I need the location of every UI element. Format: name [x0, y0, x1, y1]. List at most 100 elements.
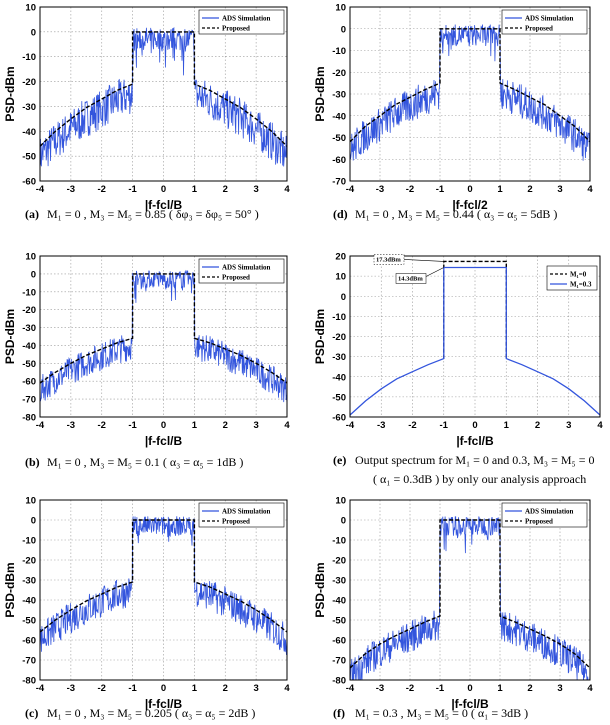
x-tick-label: 3: [566, 420, 571, 431]
x-tick-label: 3: [557, 184, 562, 195]
x-tick-label: -2: [98, 683, 106, 694]
caption-label: (a): [25, 207, 39, 221]
x-tick-label: -4: [346, 184, 355, 195]
x-tick-label: 1: [192, 184, 198, 195]
x-axis-label: |f-fcl/2: [452, 198, 488, 212]
y-tick-label: -70: [22, 395, 36, 406]
caption-text: M₁ = 0 , M₃ = M₅ = 0.44 ( α₃ = α₅ = 5dB …: [355, 207, 557, 221]
y-tick-label: -10: [22, 52, 36, 63]
legend-label: Proposed: [222, 25, 250, 33]
plot-area: [350, 260, 600, 416]
y-tick-label: -40: [332, 111, 346, 122]
chart-c: -4 -3 -2 -1 0 1 2 3 4100-10-20-30-40-50-60-70-80…: [3, 496, 290, 721]
y-tick-label: 10: [335, 3, 346, 14]
y-tick-label: -20: [22, 77, 36, 88]
y-tick-label: -70: [332, 656, 346, 667]
y-tick-label: -50: [332, 616, 346, 627]
y-tick-label: 20: [335, 252, 346, 263]
series-line-secondary: [350, 28, 590, 143]
y-axis-label: PSD-dBm: [3, 309, 17, 364]
y-tick-label: -60: [332, 413, 346, 424]
y-tick-label: 0: [341, 516, 346, 527]
plot-frame: [349, 255, 601, 418]
y-tick-label: -80: [332, 676, 346, 687]
x-tick-label: -1: [128, 683, 137, 694]
annotation-box: [395, 273, 427, 284]
y-tick-label: -10: [332, 46, 346, 57]
legend-label: Proposed: [525, 518, 553, 526]
y-tick-label: -80: [22, 413, 36, 424]
plot-frame: [39, 255, 288, 418]
x-tick-label: 4: [284, 683, 290, 694]
x-tick-label: 2: [223, 683, 228, 694]
legend-label: ADS Simulation: [222, 15, 271, 23]
y-tick-label: 0: [31, 27, 36, 38]
x-tick-label: -1: [436, 683, 445, 694]
x-tick-label: -2: [406, 683, 414, 694]
annotation-arrow: [425, 267, 444, 277]
y-axis-label: PSD-dBm: [3, 562, 17, 617]
y-tick-label: -40: [332, 596, 346, 607]
y-tick-label: -20: [22, 305, 36, 316]
x-tick-label: -1: [128, 184, 137, 195]
y-tick-label: -60: [22, 177, 36, 188]
y-tick-label: -60: [332, 155, 346, 166]
legend-label: Proposed: [222, 518, 250, 526]
x-tick-label: -2: [98, 184, 106, 195]
x-tick-label: -2: [406, 184, 414, 195]
y-tick-label: -20: [332, 556, 346, 567]
y-tick-label: -10: [332, 536, 346, 547]
x-tick-label: -4: [36, 683, 45, 694]
legend-box: [198, 9, 285, 35]
plot-frame: [349, 6, 591, 182]
y-tick-label: -50: [22, 152, 36, 163]
series-line-ads-simulation: [350, 516, 590, 680]
plot-area: [40, 27, 287, 177]
series-line-secondary: [350, 519, 590, 669]
x-tick-label: 0: [467, 184, 472, 195]
y-tick-label: 10: [335, 496, 346, 507]
series-line-ads-simulation: [40, 269, 287, 405]
legend-box: [501, 9, 588, 35]
x-tick-label: 2: [223, 420, 228, 431]
y-tick-label: -30: [22, 576, 36, 587]
x-tick-label: -2: [98, 420, 106, 431]
y-tick-label: -60: [22, 377, 36, 388]
y-tick-label: -70: [332, 177, 346, 188]
y-tick-label: 10: [25, 252, 36, 263]
y-tick-label: -20: [332, 68, 346, 79]
plot-area: [350, 24, 590, 168]
annotation-arrow: [403, 259, 444, 262]
x-tick-label: 3: [253, 420, 258, 431]
x-tick-label: 0: [161, 683, 166, 694]
caption-text: M₁ = 0 , M₃ = M₅ = 0.1 ( α₃ = α₅ = 1dB ): [47, 455, 243, 469]
y-tick-label: -40: [22, 341, 36, 352]
y-tick-label: 0: [31, 269, 36, 280]
legend-label: Proposed: [222, 274, 250, 282]
chart-d: -4 -3 -2 -1 0 1 2 3 4100-10-20-30-40-50-60-70ADS…: [313, 3, 593, 222]
y-tick-label: -50: [22, 359, 36, 370]
y-tick-label: -10: [22, 536, 36, 547]
caption-label: (b): [25, 455, 40, 469]
series-line-secondary: [40, 31, 287, 147]
caption-text: Output spectrum for M₁ = 0 and 0.3, M₃ =…: [355, 453, 595, 467]
x-tick-label: 0: [472, 420, 477, 431]
y-tick-label: -30: [22, 323, 36, 334]
legend-label: ADS Simulation: [525, 508, 574, 516]
x-tick-label: 1: [192, 683, 198, 694]
y-tick-label: -30: [332, 90, 346, 101]
series-line-secondary: [40, 519, 287, 633]
x-tick-label: -4: [346, 420, 355, 431]
x-tick-label: 1: [504, 420, 510, 431]
y-tick-label: -50: [332, 392, 346, 403]
caption-label: (e): [333, 453, 346, 467]
y-axis-label: PSD-dBm: [313, 309, 327, 364]
x-tick-label: -4: [36, 184, 45, 195]
y-axis-label: PSD-dBm: [313, 66, 327, 121]
y-tick-label: 10: [25, 3, 36, 14]
x-tick-label: 2: [535, 420, 540, 431]
y-axis-label: PSD-dBm: [313, 562, 327, 617]
y-tick-label: -40: [22, 127, 36, 138]
chart-f: -4 -3 -2 -1 0 1 2 3 4100-10-20-30-40-50-60-70-80…: [313, 496, 593, 721]
x-tick-label: 3: [253, 683, 258, 694]
